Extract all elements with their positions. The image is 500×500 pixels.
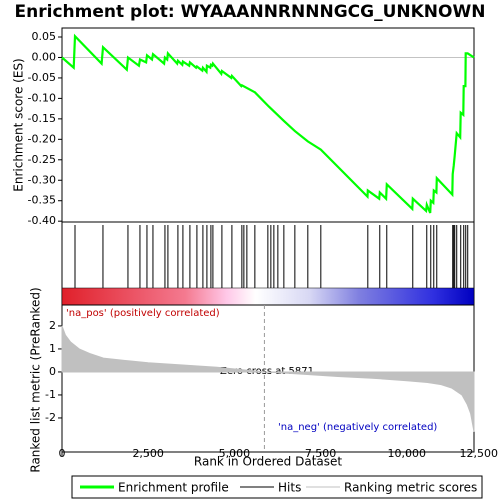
es-line: [61, 33, 475, 214]
legend-box: [71, 475, 483, 499]
y-tick-label: -0.05: [28, 71, 56, 84]
y-tick-label: -0.20: [28, 132, 56, 145]
y-tick-label: 0.05: [32, 30, 57, 43]
y-tick-label: -0.30: [28, 173, 56, 186]
color-bar: [61, 287, 475, 306]
y-tick-label: -0.40: [28, 214, 56, 227]
x-tick-label: 5,000: [219, 447, 251, 460]
x-tick-label: 10,000: [388, 447, 427, 460]
y-tick-label: -0.35: [28, 194, 56, 207]
legend-label: Enrichment profile: [118, 481, 229, 495]
y-tick-label: -2: [45, 411, 56, 424]
y-tick-label: -0.10: [28, 91, 56, 104]
frame: [61, 27, 475, 453]
legend-label: Ranking metric scores: [344, 481, 477, 495]
legend-label: Hits: [278, 481, 301, 495]
y-tick-label: 2: [49, 319, 56, 332]
y-axis-label: Ranked list metric (PreRanked): [29, 287, 43, 472]
metric-area: [61, 325, 475, 432]
chart-title: Enrichment plot: WYAAANNRNNNGCG_UNKNOWN: [15, 2, 486, 22]
x-tick-label: 2,500: [132, 447, 164, 460]
legend: Enrichment profile Hits Ranking metric s…: [71, 475, 483, 499]
y-tick-label: 1: [49, 342, 56, 355]
x-tick-label: 12,500: [460, 447, 499, 460]
y-tick-label: -1: [45, 388, 56, 401]
y-tick-label: -0.15: [28, 112, 56, 125]
x-axis-label: Rank in Ordered Dataset: [194, 455, 342, 469]
y-tick-label: 0.00: [32, 50, 57, 63]
y-axis-label: Enrichment score (ES): [12, 58, 26, 191]
y-tick-label: -0.25: [28, 153, 56, 166]
pos-label: 'na_pos' (positively correlated): [66, 308, 220, 319]
y-tick-label: 0: [49, 365, 56, 378]
x-tick-label: 0: [59, 447, 66, 460]
x-tick-label: 7,500: [305, 447, 337, 460]
neg-label: 'na_neg' (negatively correlated): [278, 422, 437, 433]
